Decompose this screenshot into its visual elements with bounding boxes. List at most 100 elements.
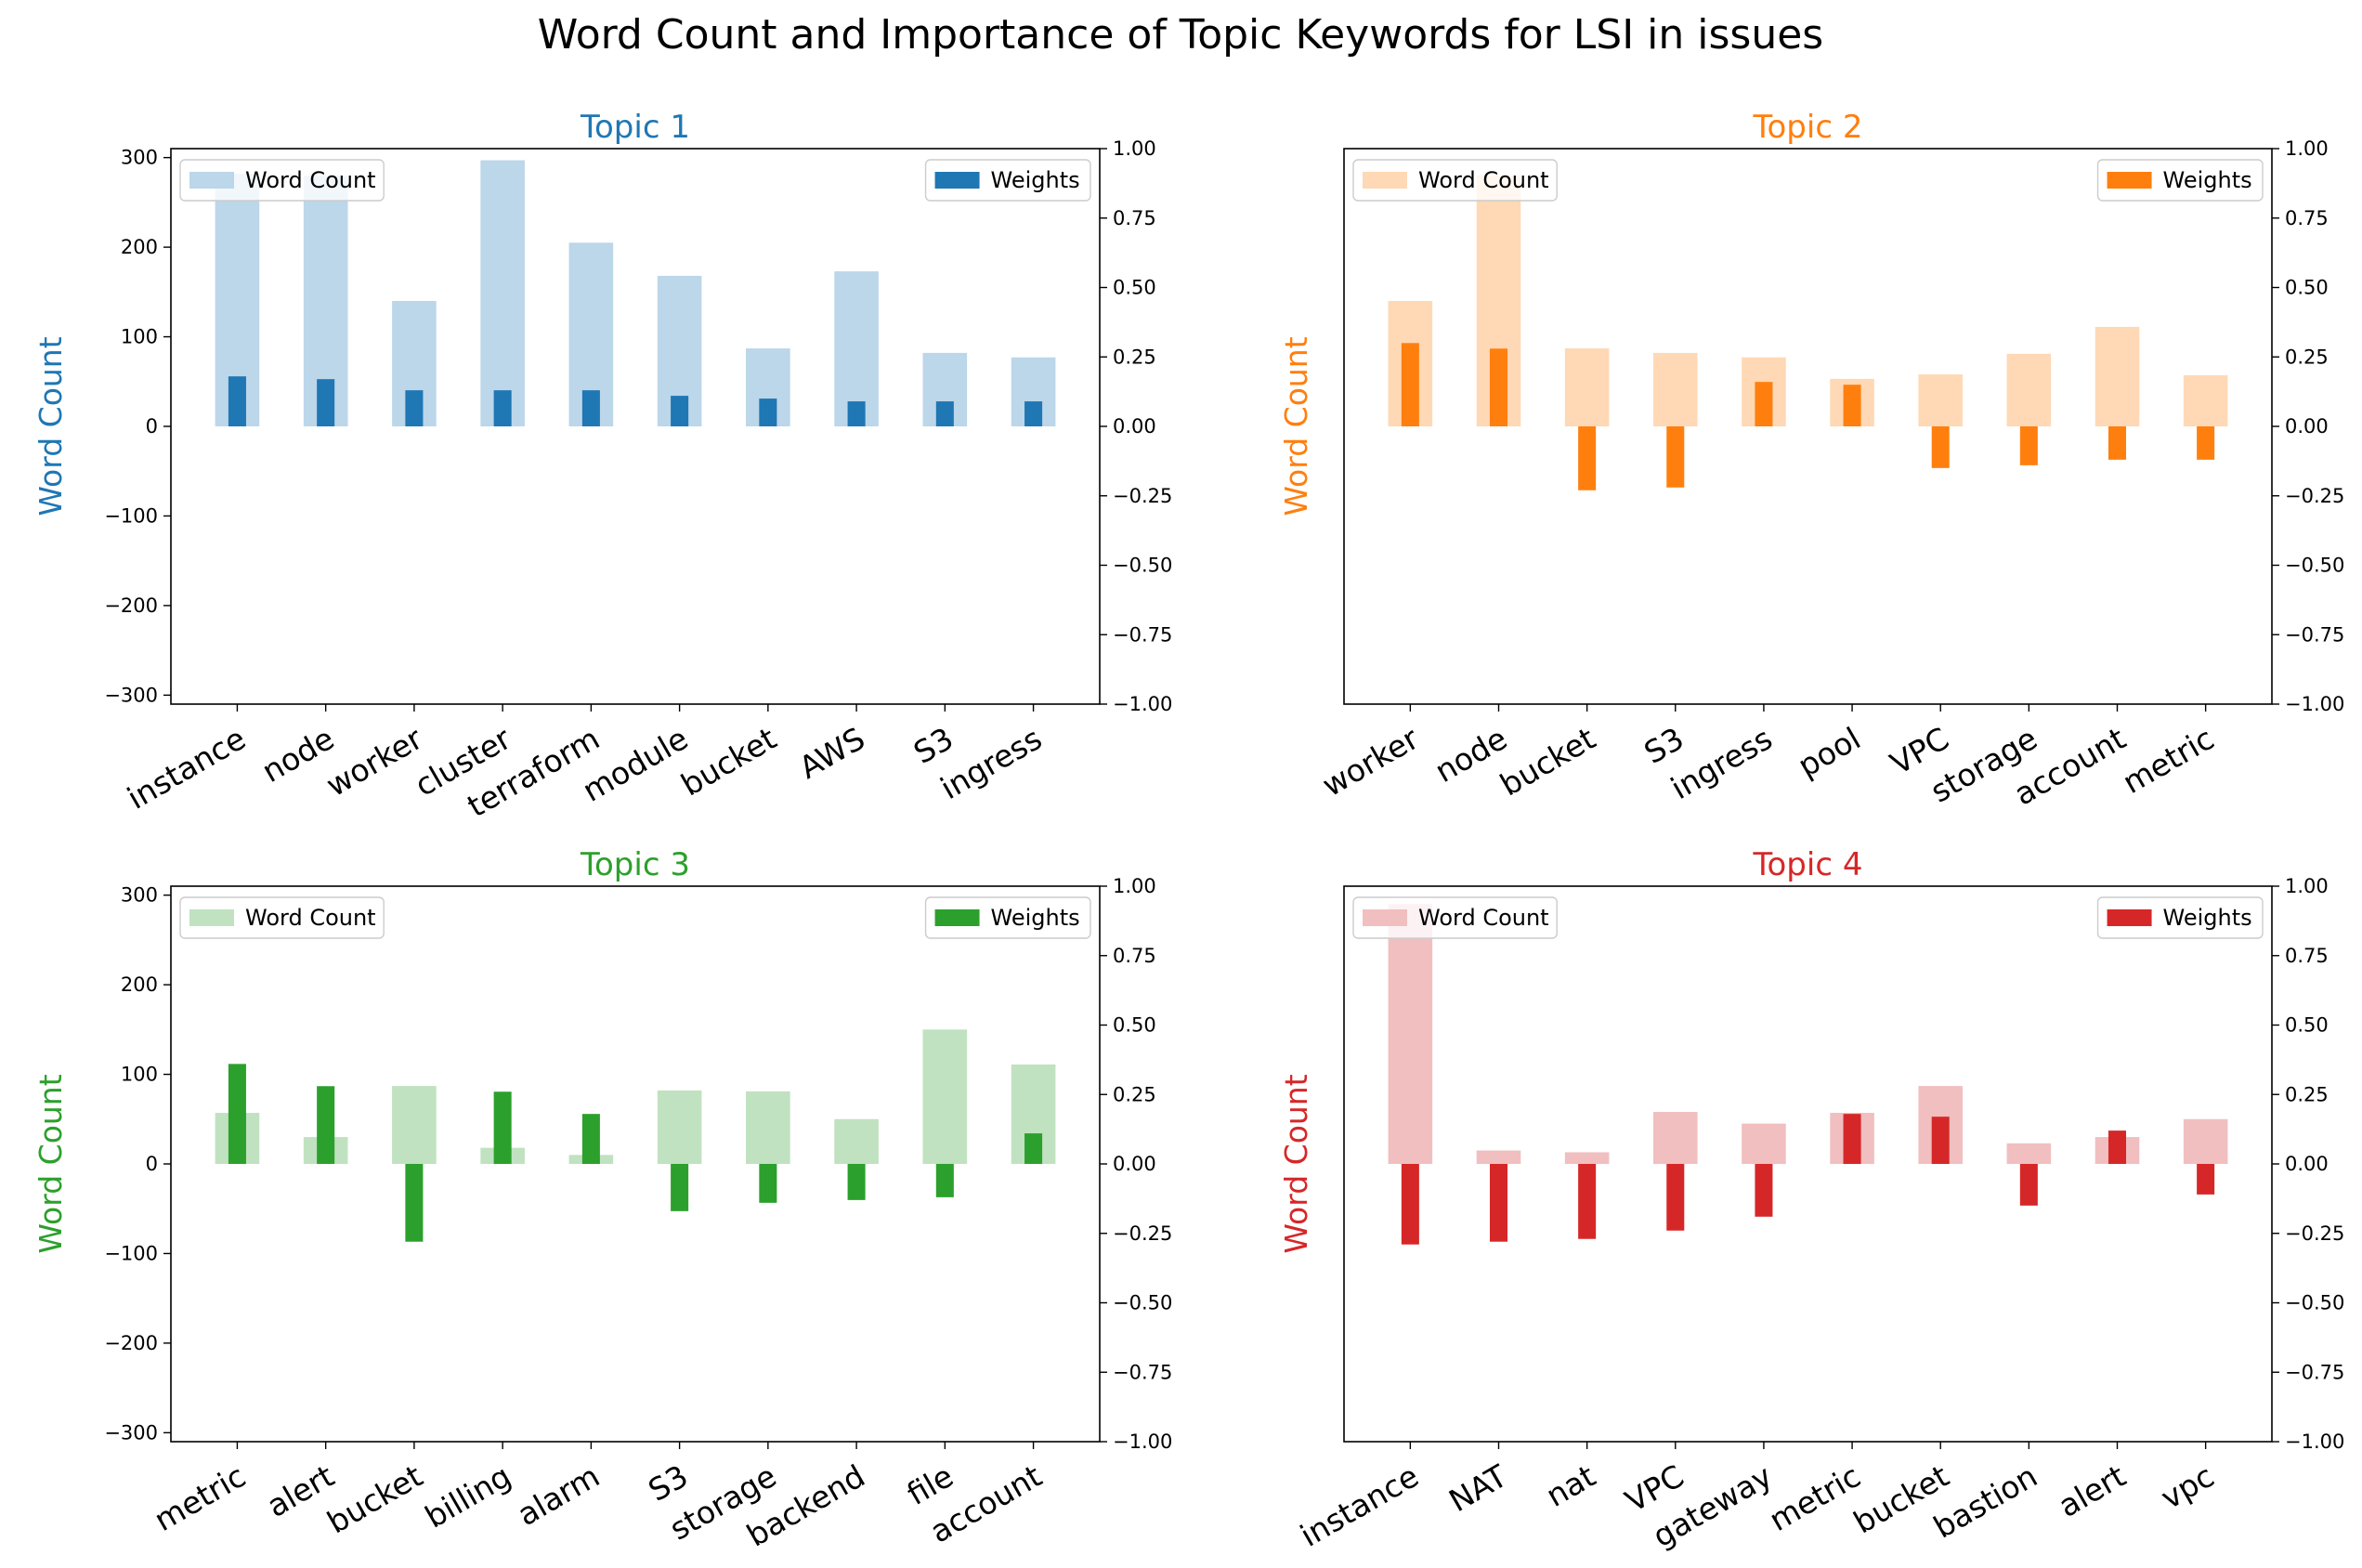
word-count-bar-bucket [392,1086,437,1164]
word-count-bar-bastion [2006,1143,2052,1164]
right-tick-label: −0.25 [1113,1222,1172,1245]
right-tick-label: 0.25 [1113,1083,1156,1105]
right-tick-label: 0.50 [1113,277,1156,299]
weight-bar-S3 [671,1164,689,1211]
weight-bar-backend [847,1164,866,1200]
word-count-bar-nat [1564,1152,1610,1164]
subplot-title: Topic 2 [1753,109,1863,146]
right-tick-label: −1.00 [2285,693,2344,715]
left-tick-label: −300 [104,1421,158,1444]
weight-bar-worker [1401,343,1419,426]
legend-label: Weights [991,905,1080,931]
legend-label: Word Count [245,905,376,931]
word-count-bar-cluster [480,160,525,427]
legend-label: Weights [2163,905,2252,931]
y-axis-label: Word Count [33,336,69,516]
right-tick-label: 1.00 [1113,875,1156,897]
weight-bar-S3 [935,401,954,426]
panel-topic-4: 1.00 0.75 0.50 0.25 0.00 −0.25 −0.50 −0.75 −1.00… [1278,846,2344,1555]
subplot-title: Topic 1 [580,109,690,146]
panel-topic-2: 1.00 0.75 0.50 0.25 0.00 −0.25 −0.50 −0.75 −1.00… [1278,109,2344,813]
right-tick-label: 0.75 [2285,207,2329,229]
x-tick-label: alarm [511,1457,606,1533]
legend-top-left: Word Count [1352,159,1558,202]
x-tick-label: alert [2053,1457,2133,1524]
weight-bar-bastion [2019,1164,2038,1206]
word-count-bar-bucket [1564,348,1610,426]
x-tick-label: bucket [675,720,783,803]
legend-box [1352,896,1558,939]
weight-bar-gateway [1755,1164,1773,1217]
weight-bar-AWS [847,401,866,426]
right-tick-label: 0.25 [2285,346,2329,368]
x-tick-label: pool [1792,720,1867,784]
right-tick-label: 0.25 [1113,346,1156,368]
x-tick-label: metric [148,1457,252,1538]
weight-bar-VPC [1931,426,1950,468]
right-tick-label: −0.75 [2285,1361,2344,1383]
word-count-bar-metric [2183,375,2228,426]
legend-label: Word Count [1418,905,1549,931]
weight-bar-instance [1401,1164,1419,1245]
word-count-bar-AWS [834,271,879,426]
x-tick-label: billing [419,1457,517,1535]
word-count-bar-VPC [1653,1112,1698,1164]
x-tick-label: metric [1763,1457,1867,1538]
x-tick-label: instance [1294,1457,1425,1554]
legend-box [179,159,385,202]
weight-bar-cluster [493,390,512,426]
left-tick-label: 100 [121,326,158,348]
word-count-bar-VPC [1918,374,1963,426]
weight-bar-NAT [1489,1164,1508,1242]
right-tick-label: 1.00 [1113,137,1156,160]
x-tick-label: S3 [1638,720,1690,771]
word-count-bar-storage [2006,353,2052,426]
right-tick-label: −0.50 [2285,1292,2344,1314]
weight-bar-terraform [581,390,600,426]
left-tick-label: −300 [104,684,158,706]
weight-bar-node [317,379,335,426]
legend-swatch [2107,909,2152,926]
x-tick-label: S3 [907,720,959,771]
figure-title: Word Count and Importance of Topic Keywo… [538,11,1823,59]
weight-bar-storage [759,1164,777,1203]
right-tick-label: 1.00 [2285,137,2329,160]
weight-bar-nat [1578,1164,1597,1239]
legend-top-left: Word Count [1352,896,1558,939]
right-tick-label: 0.75 [1113,207,1156,229]
weight-bar-alert [317,1086,335,1164]
legend-label: Weights [991,167,1080,193]
right-tick-label: −0.25 [2285,1222,2344,1245]
legend-label: Weights [2163,167,2252,193]
right-tick-label: −0.75 [1113,623,1172,646]
left-tick-label: 200 [121,236,158,258]
right-tick-label: −0.50 [1113,555,1172,577]
weight-bar-file [935,1164,954,1197]
right-tick-label: 0.00 [1113,415,1156,438]
panel-topic-3: 300 200 100 0 −100 −200 −300 1.00 0.75 0.50 0.25 0.… [33,846,1172,1554]
weight-bar-module [671,396,689,426]
right-tick-label: 1.00 [2285,875,2329,897]
panel-topic-1: 300 200 100 0 −100 −200 −300 1.00 0.75 0.50 0.25 0.… [33,109,1172,824]
x-tick-label: vpc [2155,1457,2220,1516]
weight-bar-bucket [1578,426,1597,490]
right-tick-label: 0.50 [1113,1014,1156,1037]
word-count-bar-S3 [1653,352,1698,426]
left-tick-label: 100 [121,1064,158,1086]
x-tick-label: ingress [1664,720,1778,806]
y-axis-label: Word Count [1278,1074,1314,1253]
left-tick-label: 0 [146,1153,158,1175]
legend-top-right: Weights [924,159,1091,202]
legend-box [2096,159,2264,202]
right-tick-label: −1.00 [2285,1431,2344,1453]
right-tick-label: −0.25 [1113,485,1172,507]
legend-swatch [189,909,234,926]
weight-bar-account [2108,426,2127,460]
legend-swatch [1363,172,1407,189]
right-tick-label: −0.50 [1113,1292,1172,1314]
x-tick-label: bucket [321,1457,429,1540]
left-tick-label: 300 [121,884,158,907]
right-tick-label: 0.75 [2285,945,2329,967]
weight-bar-billing [493,1091,512,1164]
